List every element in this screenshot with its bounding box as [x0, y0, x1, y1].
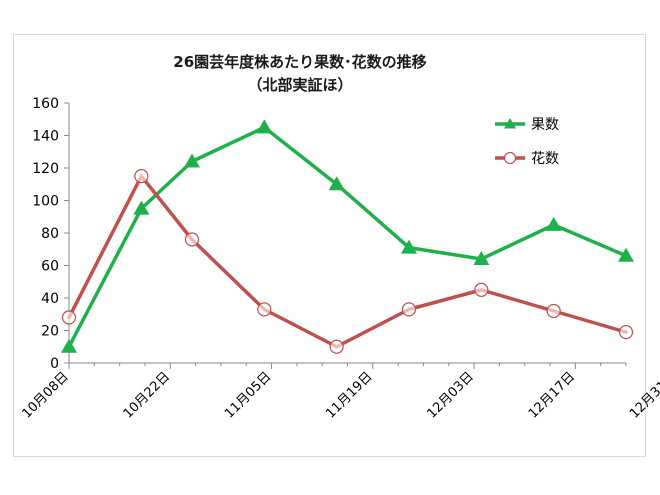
x-tick-label: 10月22日 — [121, 369, 173, 421]
data-point — [473, 251, 490, 265]
y-tick-label: 80 — [41, 226, 59, 242]
x-tick-label: 11月05日 — [222, 369, 274, 421]
data-point — [329, 339, 344, 354]
chart-frame — [13, 34, 646, 457]
data-point — [256, 119, 273, 134]
data-point — [618, 325, 634, 340]
x-tick-label: 11月19日 — [323, 369, 375, 421]
data-point — [400, 239, 417, 254]
series-line-2 — [67, 174, 628, 349]
chart-title: 26園芸年度株あたり果数･花数の推移 — [173, 53, 426, 71]
legend-label: 花数 — [531, 151, 559, 167]
data-point — [183, 153, 200, 168]
data-point — [61, 310, 77, 325]
y-tick-label: 120 — [32, 161, 59, 177]
data-point — [184, 232, 200, 247]
data-point — [134, 169, 149, 184]
data-point — [133, 200, 150, 215]
x-tick-label: 12月17日 — [526, 369, 578, 421]
data-point — [545, 216, 562, 231]
data-point — [257, 302, 272, 317]
y-tick-label: 40 — [41, 291, 59, 307]
data-point — [618, 247, 634, 262]
y-tick-label: 100 — [32, 194, 59, 210]
series-layer — [61, 119, 634, 354]
legend-label: 果数 — [531, 117, 559, 133]
y-tick-label: 160 — [32, 96, 59, 112]
chart-subtitle: （北部実証ほ） — [247, 76, 352, 94]
data-point — [546, 303, 561, 319]
data-point — [61, 338, 77, 353]
x-tick-label: 12月31日 — [627, 369, 660, 421]
data-point — [474, 282, 489, 297]
x-tick-label: 12月03日 — [425, 369, 477, 421]
data-point — [328, 176, 345, 191]
x-tick-label: 10月08日 — [19, 369, 71, 421]
legend-swatch-marker — [503, 151, 517, 165]
y-tick-label: 60 — [41, 259, 59, 275]
legend-swatch-marker — [504, 118, 516, 129]
y-tick-label: 20 — [41, 324, 59, 340]
data-point — [401, 302, 417, 317]
y-tick-label: 0 — [50, 356, 59, 372]
y-tick-label: 140 — [32, 129, 59, 145]
